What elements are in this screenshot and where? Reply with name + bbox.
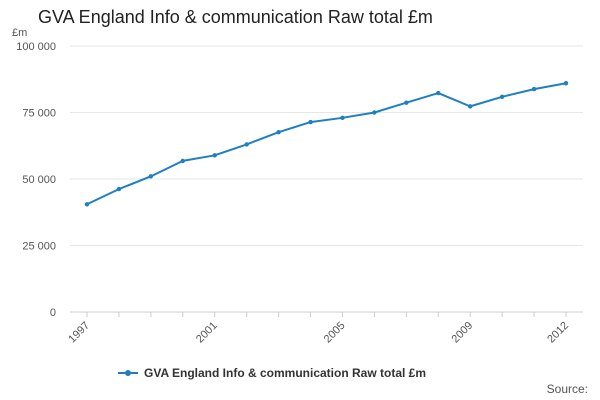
data-point — [244, 142, 249, 147]
y-axis-unit: £m — [12, 27, 28, 39]
x-tick-label: 1997 — [66, 320, 92, 346]
data-point — [468, 104, 473, 109]
y-tick-label: 100 000 — [16, 41, 56, 53]
x-tick-label: 2001 — [194, 320, 220, 346]
data-point — [563, 81, 569, 86]
data-point — [148, 174, 154, 179]
data-point — [531, 86, 537, 92]
legend-label: GVA England Info & communication Raw tot… — [144, 366, 427, 380]
data-point — [404, 100, 409, 105]
legend-swatch — [118, 368, 138, 378]
data-point — [116, 186, 122, 192]
y-tick-label: 25 000 — [22, 241, 56, 253]
x-tick-label: 2012 — [545, 320, 571, 346]
x-tick-label: 2009 — [450, 320, 476, 346]
y-tick-label: 75 000 — [22, 108, 56, 120]
source-label: Source: — [546, 382, 588, 396]
data-point — [372, 110, 377, 115]
x-tick-label: 2005 — [322, 320, 348, 346]
data-point — [84, 202, 90, 207]
data-point — [276, 129, 281, 135]
chart-title: GVA England Info & communication Raw tot… — [38, 7, 433, 27]
data-point — [212, 153, 217, 158]
series-line — [86, 82, 567, 206]
data-point — [180, 158, 185, 164]
y-tick-label: 0 — [50, 307, 56, 319]
data-point — [499, 94, 505, 100]
data-point — [340, 115, 345, 121]
data-point — [436, 90, 441, 96]
data-point — [308, 119, 313, 125]
y-tick-label: 50 000 — [22, 174, 56, 186]
legend[interactable]: GVA England Info & communication Raw tot… — [118, 366, 426, 380]
